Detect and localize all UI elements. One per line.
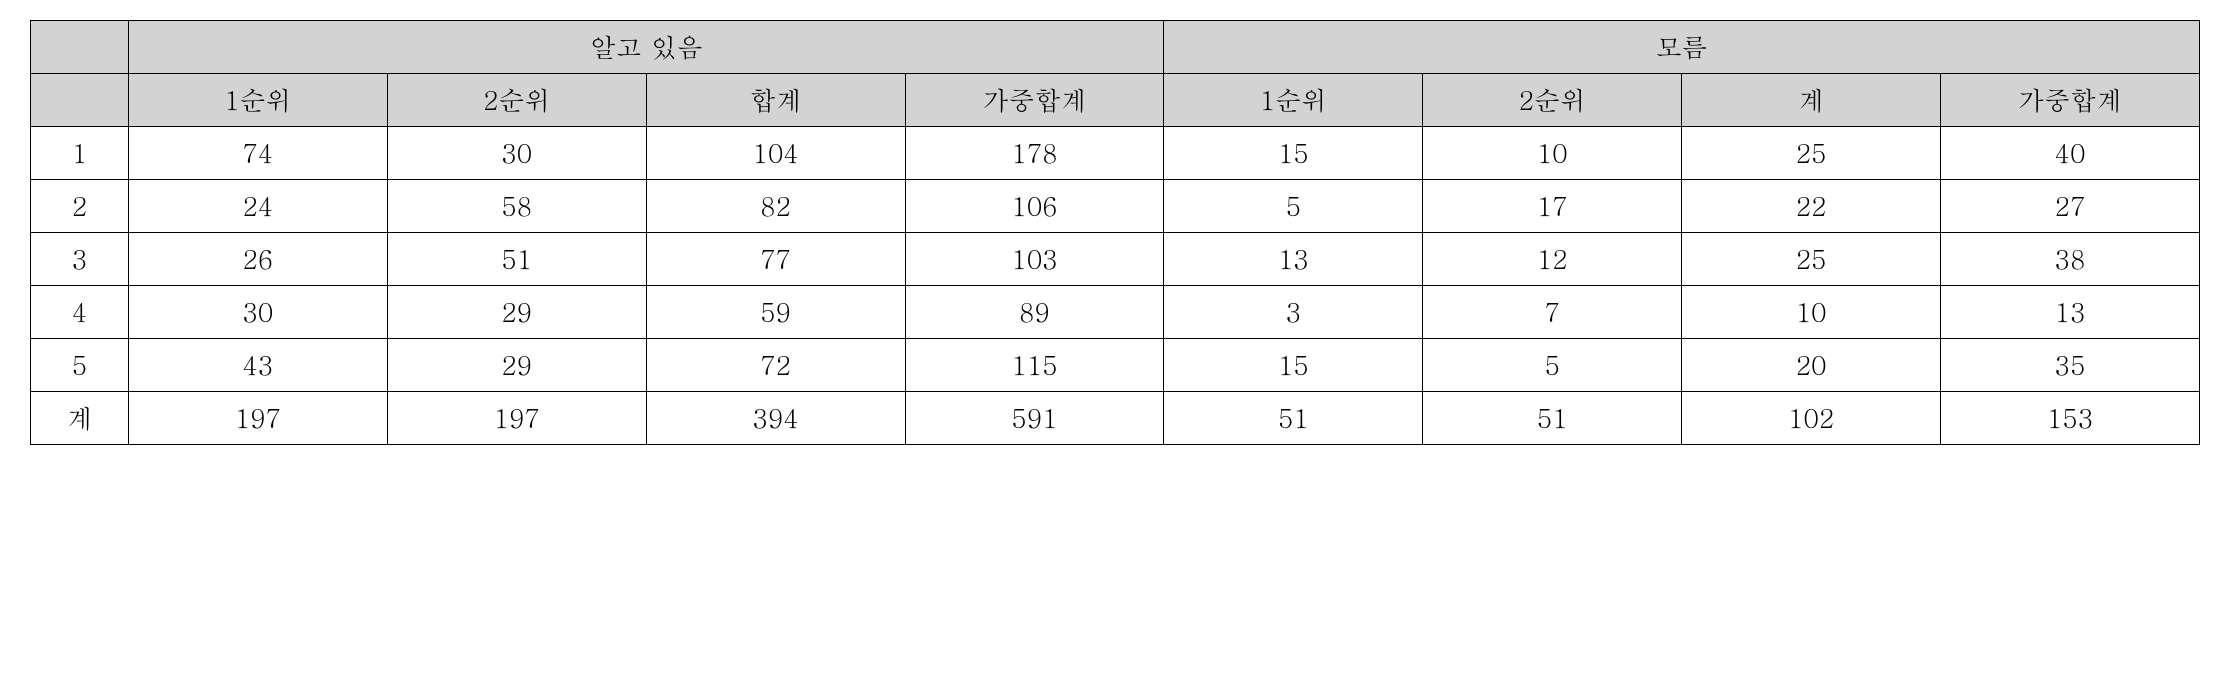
- table-body: 1 74 30 104 178 15 10 25 40 2 24 58 82 1…: [31, 127, 2200, 445]
- header-row-sub: 1순위 2순위 합계 가중합계 1순위 2순위 계 가중합계: [31, 74, 2200, 127]
- subheader-left-3: 합계: [646, 74, 905, 127]
- table-row-total: 계 197 197 394 591 51 51 102 153: [31, 392, 2200, 445]
- row-label: 계: [31, 392, 129, 445]
- header-blank-1: [31, 21, 129, 74]
- cell: 103: [905, 233, 1164, 286]
- cell: 59: [646, 286, 905, 339]
- group-header-left: 알고 있음: [128, 21, 1164, 74]
- cell: 10: [1423, 127, 1682, 180]
- table-header: 알고 있음 모름 1순위 2순위 합계 가중합계 1순위 2순위 계 가중합계: [31, 21, 2200, 127]
- cell: 40: [1941, 127, 2200, 180]
- cell: 15: [1164, 127, 1423, 180]
- cell: 30: [387, 127, 646, 180]
- cell: 27: [1941, 180, 2200, 233]
- cell: 15: [1164, 339, 1423, 392]
- cell: 82: [646, 180, 905, 233]
- cell: 197: [128, 392, 387, 445]
- cell: 29: [387, 339, 646, 392]
- cell: 58: [387, 180, 646, 233]
- table-row: 4 30 29 59 89 3 7 10 13: [31, 286, 2200, 339]
- cell: 25: [1682, 127, 1941, 180]
- table-row: 1 74 30 104 178 15 10 25 40: [31, 127, 2200, 180]
- data-table: 알고 있음 모름 1순위 2순위 합계 가중합계 1순위 2순위 계 가중합계 …: [30, 20, 2200, 445]
- row-label: 1: [31, 127, 129, 180]
- subheader-left-1: 1순위: [128, 74, 387, 127]
- cell: 102: [1682, 392, 1941, 445]
- cell: 178: [905, 127, 1164, 180]
- cell: 394: [646, 392, 905, 445]
- cell: 115: [905, 339, 1164, 392]
- row-label: 2: [31, 180, 129, 233]
- cell: 13: [1164, 233, 1423, 286]
- cell: 74: [128, 127, 387, 180]
- subheader-right-4: 가중합계: [1941, 74, 2200, 127]
- cell: 3: [1164, 286, 1423, 339]
- cell: 20: [1682, 339, 1941, 392]
- cell: 10: [1682, 286, 1941, 339]
- cell: 30: [128, 286, 387, 339]
- cell: 89: [905, 286, 1164, 339]
- row-label: 3: [31, 233, 129, 286]
- cell: 51: [1423, 392, 1682, 445]
- cell: 5: [1164, 180, 1423, 233]
- cell: 197: [387, 392, 646, 445]
- cell: 12: [1423, 233, 1682, 286]
- group-header-right: 모름: [1164, 21, 2200, 74]
- table-row: 3 26 51 77 103 13 12 25 38: [31, 233, 2200, 286]
- header-row-groups: 알고 있음 모름: [31, 21, 2200, 74]
- row-label: 5: [31, 339, 129, 392]
- cell: 77: [646, 233, 905, 286]
- table-row: 2 24 58 82 106 5 17 22 27: [31, 180, 2200, 233]
- subheader-left-2: 2순위: [387, 74, 646, 127]
- cell: 43: [128, 339, 387, 392]
- cell: 22: [1682, 180, 1941, 233]
- cell: 26: [128, 233, 387, 286]
- cell: 7: [1423, 286, 1682, 339]
- cell: 106: [905, 180, 1164, 233]
- cell: 5: [1423, 339, 1682, 392]
- subheader-right-3: 계: [1682, 74, 1941, 127]
- cell: 29: [387, 286, 646, 339]
- subheader-right-1: 1순위: [1164, 74, 1423, 127]
- cell: 153: [1941, 392, 2200, 445]
- cell: 35: [1941, 339, 2200, 392]
- cell: 17: [1423, 180, 1682, 233]
- cell: 72: [646, 339, 905, 392]
- header-blank-2: [31, 74, 129, 127]
- subheader-right-2: 2순위: [1423, 74, 1682, 127]
- row-label: 4: [31, 286, 129, 339]
- cell: 104: [646, 127, 905, 180]
- cell: 51: [387, 233, 646, 286]
- table-row: 5 43 29 72 115 15 5 20 35: [31, 339, 2200, 392]
- cell: 51: [1164, 392, 1423, 445]
- cell: 25: [1682, 233, 1941, 286]
- subheader-left-4: 가중합계: [905, 74, 1164, 127]
- cell: 38: [1941, 233, 2200, 286]
- cell: 24: [128, 180, 387, 233]
- cell: 591: [905, 392, 1164, 445]
- cell: 13: [1941, 286, 2200, 339]
